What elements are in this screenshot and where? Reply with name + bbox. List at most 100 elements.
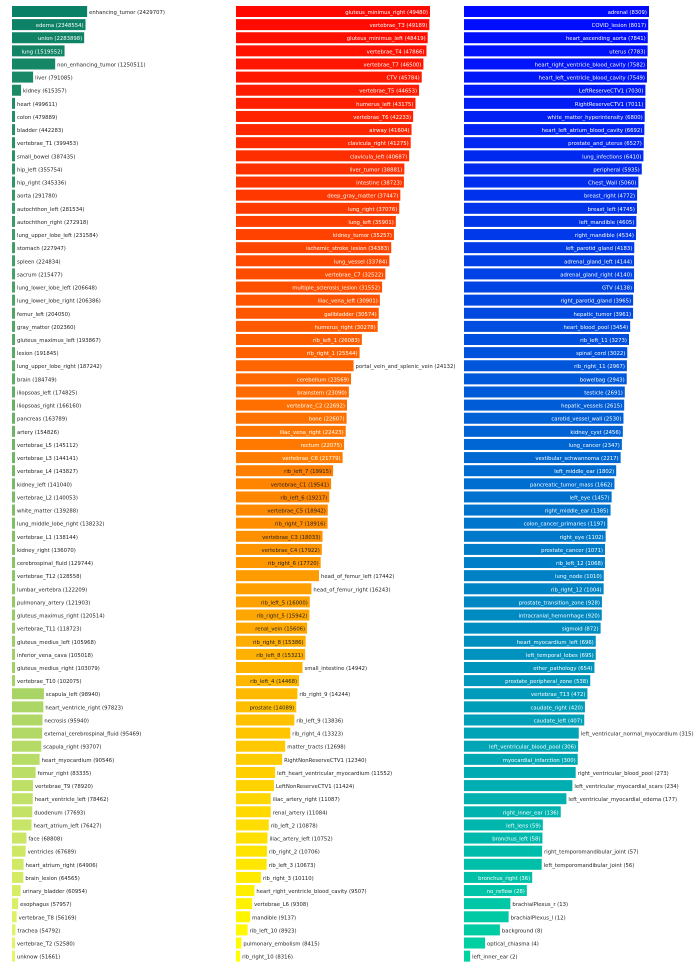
bar-label: inferior_vena_cava (105018)	[17, 653, 93, 659]
bar	[464, 386, 625, 398]
bar	[236, 885, 255, 897]
bar-label: brain (184749)	[17, 377, 57, 383]
bar	[12, 150, 15, 162]
bar-label: humerus_left (43175)	[356, 102, 413, 108]
bar-label: left_ventricular_myocardial_edema (177)	[568, 797, 677, 803]
bar	[464, 347, 628, 359]
bar-label: femur_right (83335)	[38, 771, 92, 777]
bar	[464, 71, 647, 83]
bar	[12, 294, 15, 306]
bar	[236, 543, 322, 555]
bar-label: humerus_right (30278)	[315, 325, 376, 331]
bar	[464, 622, 601, 634]
bar	[464, 58, 648, 70]
bar	[236, 32, 428, 44]
bar	[464, 281, 635, 293]
bar-label: RightNonReserveCTV1 (12340)	[284, 758, 366, 764]
bar-label: prostate_peripheral_zone (538)	[505, 679, 588, 685]
bar-label: renal_artery (11084)	[273, 810, 328, 816]
bar-label: uterus (7783)	[609, 49, 645, 55]
bar-label: iliac_vena_right (22423)	[280, 430, 344, 436]
bar	[12, 215, 15, 227]
bar-label: Chest_Wall (5060)	[588, 181, 636, 187]
bar-label: femur_left (204050)	[17, 312, 70, 318]
bar-label: pancreas (163789)	[17, 417, 67, 423]
bar	[236, 504, 328, 516]
bar-label: adrenal_gland_right (4140)	[560, 272, 632, 278]
bar	[12, 753, 40, 765]
bar	[236, 58, 424, 70]
bar-label: iliopsoas_right (166160)	[17, 404, 81, 410]
bar	[236, 373, 352, 385]
bar	[12, 714, 43, 726]
bar	[12, 452, 15, 464]
bar-label: heart_myocardium (90546)	[42, 758, 115, 764]
bar	[236, 399, 347, 411]
bar	[236, 110, 414, 122]
bar	[464, 740, 579, 752]
bar	[464, 360, 627, 372]
bar-label: union (2283898)	[38, 36, 82, 42]
bar-label: urinary_bladder (60954)	[23, 889, 87, 895]
bar	[12, 780, 34, 792]
bar-label: COVID_lesion (8017)	[592, 23, 647, 29]
bar-label: ischemic_stroke_lesion (34383)	[306, 246, 389, 252]
bar	[12, 425, 15, 437]
bar-label: cerebrospinal_fluid (129744)	[17, 561, 93, 567]
bar	[236, 950, 241, 962]
bar	[464, 307, 634, 319]
bar-label: renal_vein (15606)	[255, 627, 305, 633]
bar-label: vertebrae_C3 (18033)	[262, 535, 320, 541]
bar-label: vertebrae_T3 (49189)	[369, 23, 427, 29]
bar-label: left_eye (1457)	[569, 495, 609, 501]
bar-label: lesion (191845)	[17, 351, 59, 357]
bar-label: small_intestine (14942)	[305, 666, 368, 672]
bar-label: optical_chiasma (4)	[487, 942, 539, 948]
bar-panel-1: enhancing_tumor (2429707) edema (2348554)…	[12, 6, 165, 962]
bar-label: vertebrae_L3 (144141)	[17, 456, 78, 462]
bar	[464, 215, 637, 227]
bar	[236, 19, 430, 31]
bar	[12, 137, 15, 149]
bar-label: right_mandible (4534)	[575, 233, 634, 239]
bar	[236, 753, 283, 765]
bar	[12, 491, 15, 503]
bar-label: rib_right_12 (1004)	[551, 587, 602, 593]
bar-label: bronchus_left (58)	[492, 837, 540, 843]
bar	[464, 242, 635, 254]
bar-label: matter_tracts (12698)	[287, 745, 346, 751]
bar-label: intracranial_hemorrhage (920)	[519, 614, 600, 620]
bar	[236, 583, 312, 595]
bar-label: autochthon_right (272918)	[17, 220, 88, 226]
bar-label: pancreatic_tumor_mass (1662)	[530, 482, 612, 488]
bar-label: left_temporomandibular_joint (56)	[544, 863, 635, 869]
bar-label: vertebrae_C7 (32522)	[325, 272, 383, 278]
bar-label: clavicula_left (40687)	[350, 154, 407, 160]
bar-label: bronchus_right (36)	[478, 876, 530, 882]
bar-label: hip_right (345336)	[17, 181, 66, 187]
bar	[12, 478, 15, 490]
bar	[236, 45, 427, 57]
bar	[464, 871, 533, 883]
bar-label: lung_middle_lobe_right (138232)	[17, 522, 104, 528]
bar-label: rib_left_8 (15321)	[256, 653, 303, 659]
bar	[236, 137, 411, 149]
bar	[12, 19, 86, 31]
bar	[12, 97, 15, 109]
bar-label: rib_right_5 (15942)	[257, 614, 308, 620]
bar	[12, 570, 15, 582]
bar-label: heart_right_ventricle_blood_cavity (9507…	[256, 889, 366, 895]
bar	[464, 898, 511, 910]
bar	[12, 740, 42, 752]
bar-label: hepatic_tumor (3961)	[573, 312, 631, 318]
bar	[12, 268, 15, 280]
bar-label: pulmonary_artery (121903)	[17, 600, 90, 606]
bar-label: vertebrae_T2 (52580)	[17, 942, 75, 948]
bar	[12, 334, 15, 345]
bar	[464, 84, 646, 96]
bar	[236, 780, 274, 792]
bar	[236, 898, 253, 910]
bar-label: prostate_cancer (1071)	[541, 548, 603, 554]
bar-label: pulmonary_embolism (8415)	[243, 942, 319, 948]
bar-label: cerebellum (23569)	[297, 377, 349, 383]
